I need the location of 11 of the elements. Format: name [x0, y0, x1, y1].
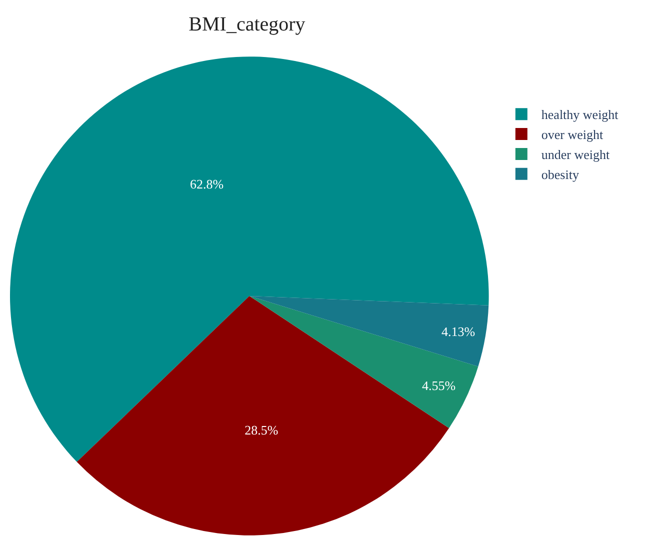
data-label: 62.8% — [190, 176, 224, 192]
data-label: 28.5% — [244, 422, 278, 438]
pie-slice — [10, 56, 489, 462]
legend-label: over weight — [541, 127, 604, 142]
chart-title: BMI_category — [188, 14, 306, 36]
legend-label: obesity — [541, 166, 580, 182]
legend-label: under weight — [541, 147, 610, 162]
pie-slice — [249, 296, 489, 366]
data-label: 4.55% — [422, 378, 456, 394]
legend-label: healthy weight — [541, 107, 619, 122]
data-label: 4.13% — [441, 324, 476, 340]
